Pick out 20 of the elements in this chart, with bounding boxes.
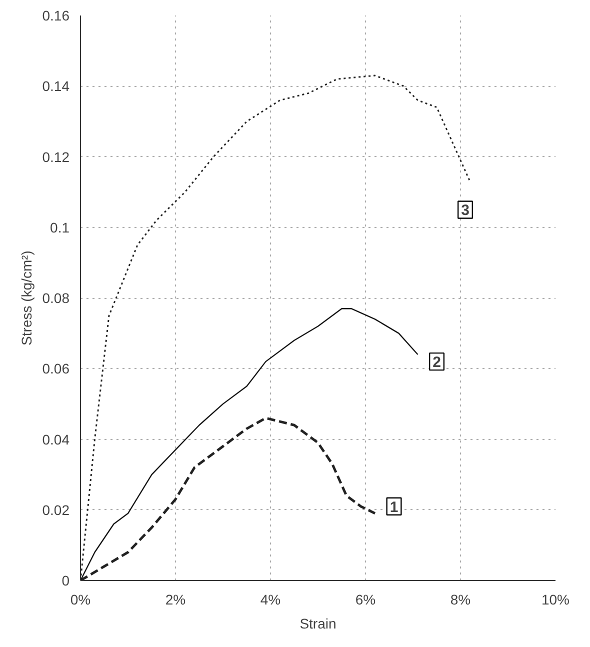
y-tick-label: 0.08 <box>42 290 70 306</box>
y-tick-label: 0.16 <box>42 8 70 24</box>
x-tick-label: 10% <box>541 592 570 608</box>
y-tick-label: 0.04 <box>42 431 70 448</box>
y-tick-label: 0.06 <box>42 360 70 377</box>
x-tick-label: 6% <box>355 592 376 608</box>
y-axis-title: Stress (kg/cm²) <box>18 250 34 346</box>
y-tick-label: 0.02 <box>42 502 70 518</box>
x-tick-label: 2% <box>165 592 186 608</box>
annotation: 3 <box>461 202 470 220</box>
annotation: 2 <box>432 354 441 372</box>
y-tick-label: 0.1 <box>50 219 70 236</box>
x-tick-label: 4% <box>260 592 281 608</box>
y-tick-label: 0 <box>62 572 70 588</box>
y-tick-label: 0.14 <box>42 78 70 94</box>
x-axis-title: Strain <box>300 616 336 632</box>
annotation: 1 <box>390 498 398 516</box>
y-tick-label: 0.12 <box>42 148 70 165</box>
x-tick-label: 8% <box>450 592 471 608</box>
x-tick-label: 0% <box>70 592 91 608</box>
